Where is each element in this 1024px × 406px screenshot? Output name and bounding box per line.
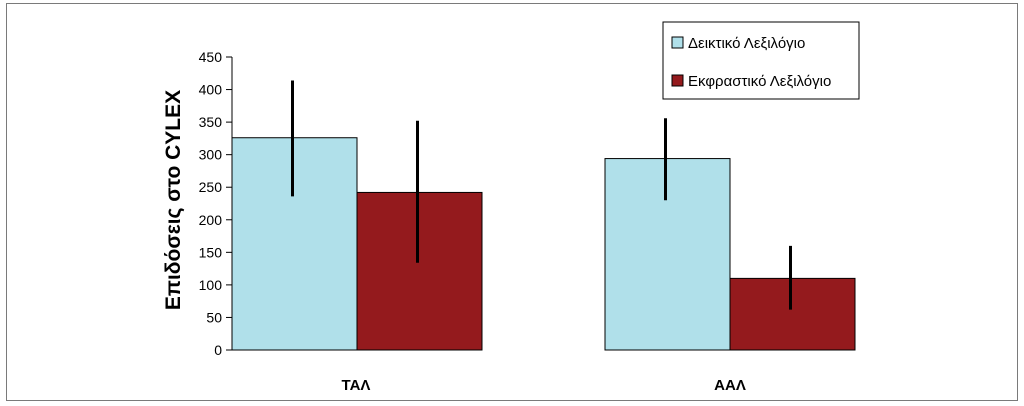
y-tick-label-0: 0: [214, 342, 222, 358]
y-tick-label-7: 350: [199, 114, 223, 130]
legend: Δεικτικό Λεξιλόγιο Εκφραστικό Λεξιλόγιο: [662, 21, 860, 100]
x-category-label-1: ΑΑΛ: [714, 377, 746, 394]
y-tick-label-5: 250: [199, 179, 223, 195]
bar-0-0: [231, 137, 358, 351]
legend-swatch-0: [671, 36, 684, 49]
x-category-label-0: ΤΑΛ: [342, 377, 371, 394]
bar-1-1: [729, 277, 856, 351]
chart-frame: [6, 3, 1018, 401]
bar-0-1: [604, 158, 731, 351]
y-tick-label-1: 50: [206, 309, 222, 325]
y-tick-label-4: 200: [199, 212, 223, 228]
y-tick-label-3: 150: [199, 244, 223, 260]
y-axis-title: Επιδόσεις στο CYLEX: [162, 90, 185, 310]
bar-1-0: [356, 191, 483, 351]
legend-swatch-1: [671, 74, 684, 87]
legend-box: [662, 21, 860, 100]
y-tick-label-2: 100: [199, 277, 223, 293]
y-tick-label-8: 400: [199, 82, 223, 98]
plot-area: 0 50 100 150 200 250 300 350 400 450 ΤΑΛ ΑΑΛ: [199, 49, 856, 394]
y-tick-label-9: 450: [199, 49, 223, 65]
y-tick-label-6: 300: [199, 147, 223, 163]
legend-label-1: Εκφραστικό Λεξιλόγιο: [688, 73, 831, 90]
legend-label-0: Δεικτικό Λεξιλόγιο: [688, 35, 805, 52]
